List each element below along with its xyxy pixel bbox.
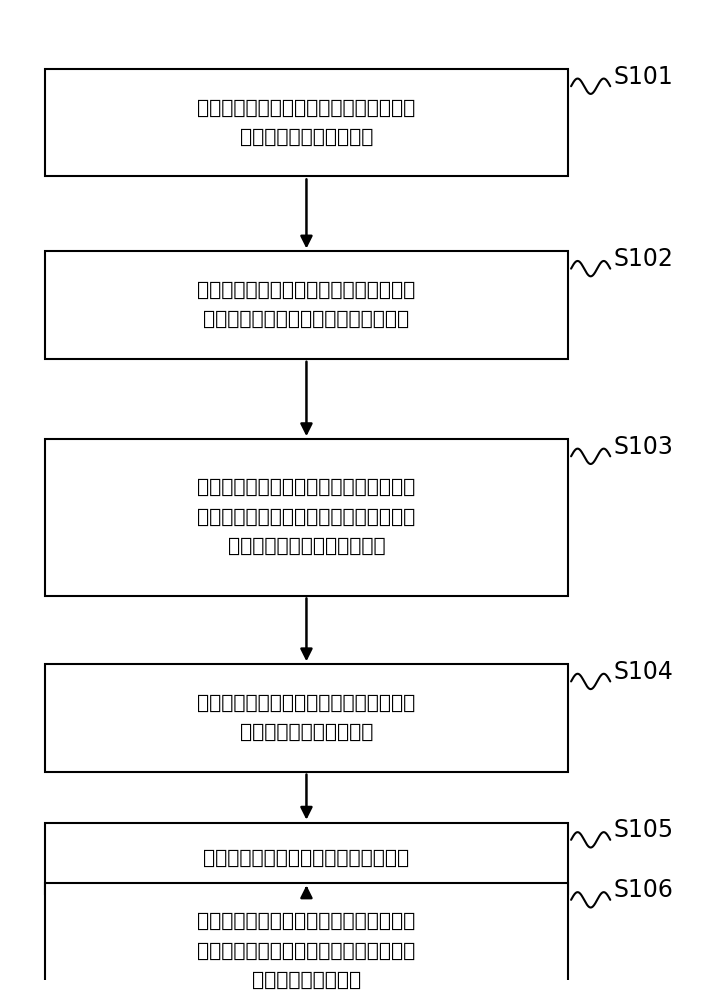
Text: 将概率达到第一阈值的待测图像输入到预
先训练好的区域检测网络，以检测肺栓塞
的位置并截取对应的区域图像: 将概率达到第一阈值的待测图像输入到预 先训练好的区域检测网络，以检测肺栓塞 的位… bbox=[198, 478, 415, 556]
Bar bbox=[45, 883, 568, 1000]
Text: S105: S105 bbox=[614, 818, 674, 842]
Text: S106: S106 bbox=[614, 878, 674, 902]
Text: 将混合特征分别输入预先训练好的第二分
类网络和第三分类网络，以确认肺栓塞的
性质类型和位置类型: 将混合特征分别输入预先训练好的第二分 类网络和第三分类网络，以确认肺栓塞的 性质… bbox=[198, 912, 415, 990]
Bar bbox=[45, 69, 568, 176]
Text: S101: S101 bbox=[614, 65, 674, 89]
Bar bbox=[45, 823, 568, 894]
Bar bbox=[45, 664, 568, 772]
Bar bbox=[45, 251, 568, 359]
Text: 将区域图像输入到预先训练好的第二特征
提取器，以得到第二特征: 将区域图像输入到预先训练好的第二特征 提取器，以得到第二特征 bbox=[198, 694, 415, 742]
Text: S104: S104 bbox=[614, 660, 674, 684]
Text: S103: S103 bbox=[614, 435, 674, 459]
Bar bbox=[45, 439, 568, 596]
Text: S102: S102 bbox=[614, 247, 674, 271]
Text: 将第一特征输入到预先训练好的第一分类
网络，得到待测图像含有肺栓塞的概率: 将第一特征输入到预先训练好的第一分类 网络，得到待测图像含有肺栓塞的概率 bbox=[198, 281, 415, 329]
Text: 融合第一特征和第二特征得到混合特征: 融合第一特征和第二特征得到混合特征 bbox=[203, 849, 410, 868]
Text: 将待测图像输入到预先训练好的第一特征
提取器，以得到第一特征: 将待测图像输入到预先训练好的第一特征 提取器，以得到第一特征 bbox=[198, 98, 415, 147]
